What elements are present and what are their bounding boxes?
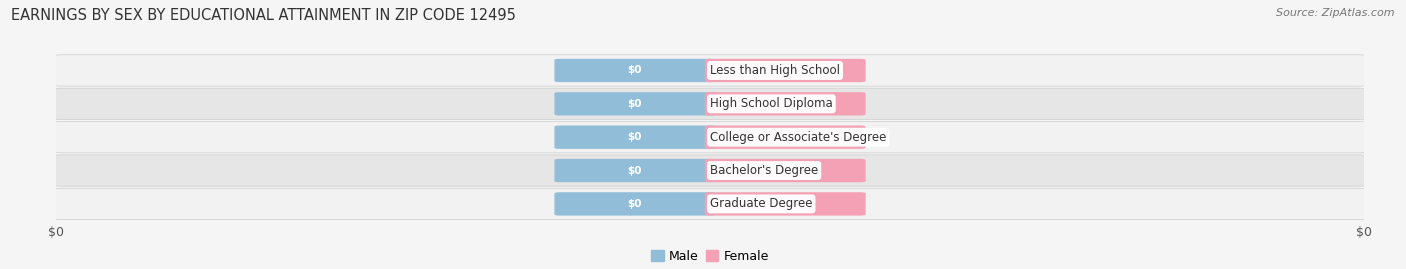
Text: $0: $0 — [627, 132, 643, 142]
Text: $0: $0 — [627, 99, 643, 109]
Text: $0: $0 — [778, 65, 793, 76]
FancyBboxPatch shape — [704, 192, 866, 215]
FancyBboxPatch shape — [46, 88, 1374, 119]
Text: Graduate Degree: Graduate Degree — [710, 197, 813, 210]
FancyBboxPatch shape — [554, 92, 716, 115]
FancyBboxPatch shape — [554, 59, 716, 82]
Text: Source: ZipAtlas.com: Source: ZipAtlas.com — [1277, 8, 1395, 18]
Text: $0: $0 — [778, 199, 793, 209]
FancyBboxPatch shape — [704, 92, 866, 115]
FancyBboxPatch shape — [554, 192, 716, 215]
FancyBboxPatch shape — [46, 122, 1374, 153]
Text: $0: $0 — [627, 199, 643, 209]
FancyBboxPatch shape — [554, 159, 716, 182]
FancyBboxPatch shape — [46, 188, 1374, 220]
FancyBboxPatch shape — [554, 126, 716, 149]
Text: $0: $0 — [778, 165, 793, 176]
Text: Less than High School: Less than High School — [710, 64, 839, 77]
FancyBboxPatch shape — [46, 55, 1374, 86]
FancyBboxPatch shape — [46, 155, 1374, 186]
Text: $0: $0 — [627, 165, 643, 176]
FancyBboxPatch shape — [704, 159, 866, 182]
FancyBboxPatch shape — [704, 126, 866, 149]
FancyBboxPatch shape — [704, 59, 866, 82]
Text: $0: $0 — [778, 132, 793, 142]
Text: High School Diploma: High School Diploma — [710, 97, 832, 110]
Text: Bachelor's Degree: Bachelor's Degree — [710, 164, 818, 177]
Text: $0: $0 — [627, 65, 643, 76]
Text: $0: $0 — [778, 99, 793, 109]
Text: College or Associate's Degree: College or Associate's Degree — [710, 131, 886, 144]
Legend: Male, Female: Male, Female — [647, 245, 773, 268]
Text: EARNINGS BY SEX BY EDUCATIONAL ATTAINMENT IN ZIP CODE 12495: EARNINGS BY SEX BY EDUCATIONAL ATTAINMEN… — [11, 8, 516, 23]
